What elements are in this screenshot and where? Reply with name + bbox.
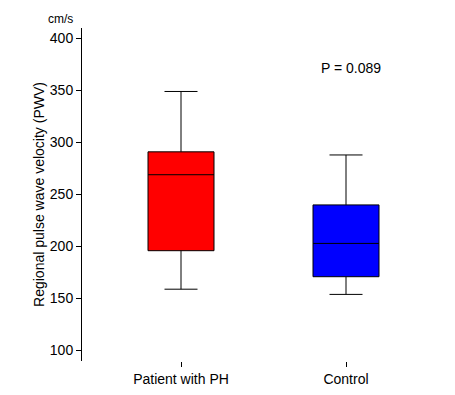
svg-text:Patient with PH: Patient with PH <box>133 371 229 387</box>
svg-text:400: 400 <box>50 30 74 46</box>
svg-text:cm/s: cm/s <box>48 12 73 26</box>
svg-text:250: 250 <box>50 186 74 202</box>
svg-text:Regional pulse wave velocity (: Regional pulse wave velocity (PWV) <box>31 82 47 307</box>
svg-text:150: 150 <box>50 290 74 306</box>
svg-text:300: 300 <box>50 134 74 150</box>
svg-text:100: 100 <box>50 342 74 358</box>
svg-text:350: 350 <box>50 82 74 98</box>
svg-text:Control: Control <box>323 371 368 387</box>
svg-text:200: 200 <box>50 238 74 254</box>
svg-text:P = 0.089: P = 0.089 <box>321 60 381 76</box>
